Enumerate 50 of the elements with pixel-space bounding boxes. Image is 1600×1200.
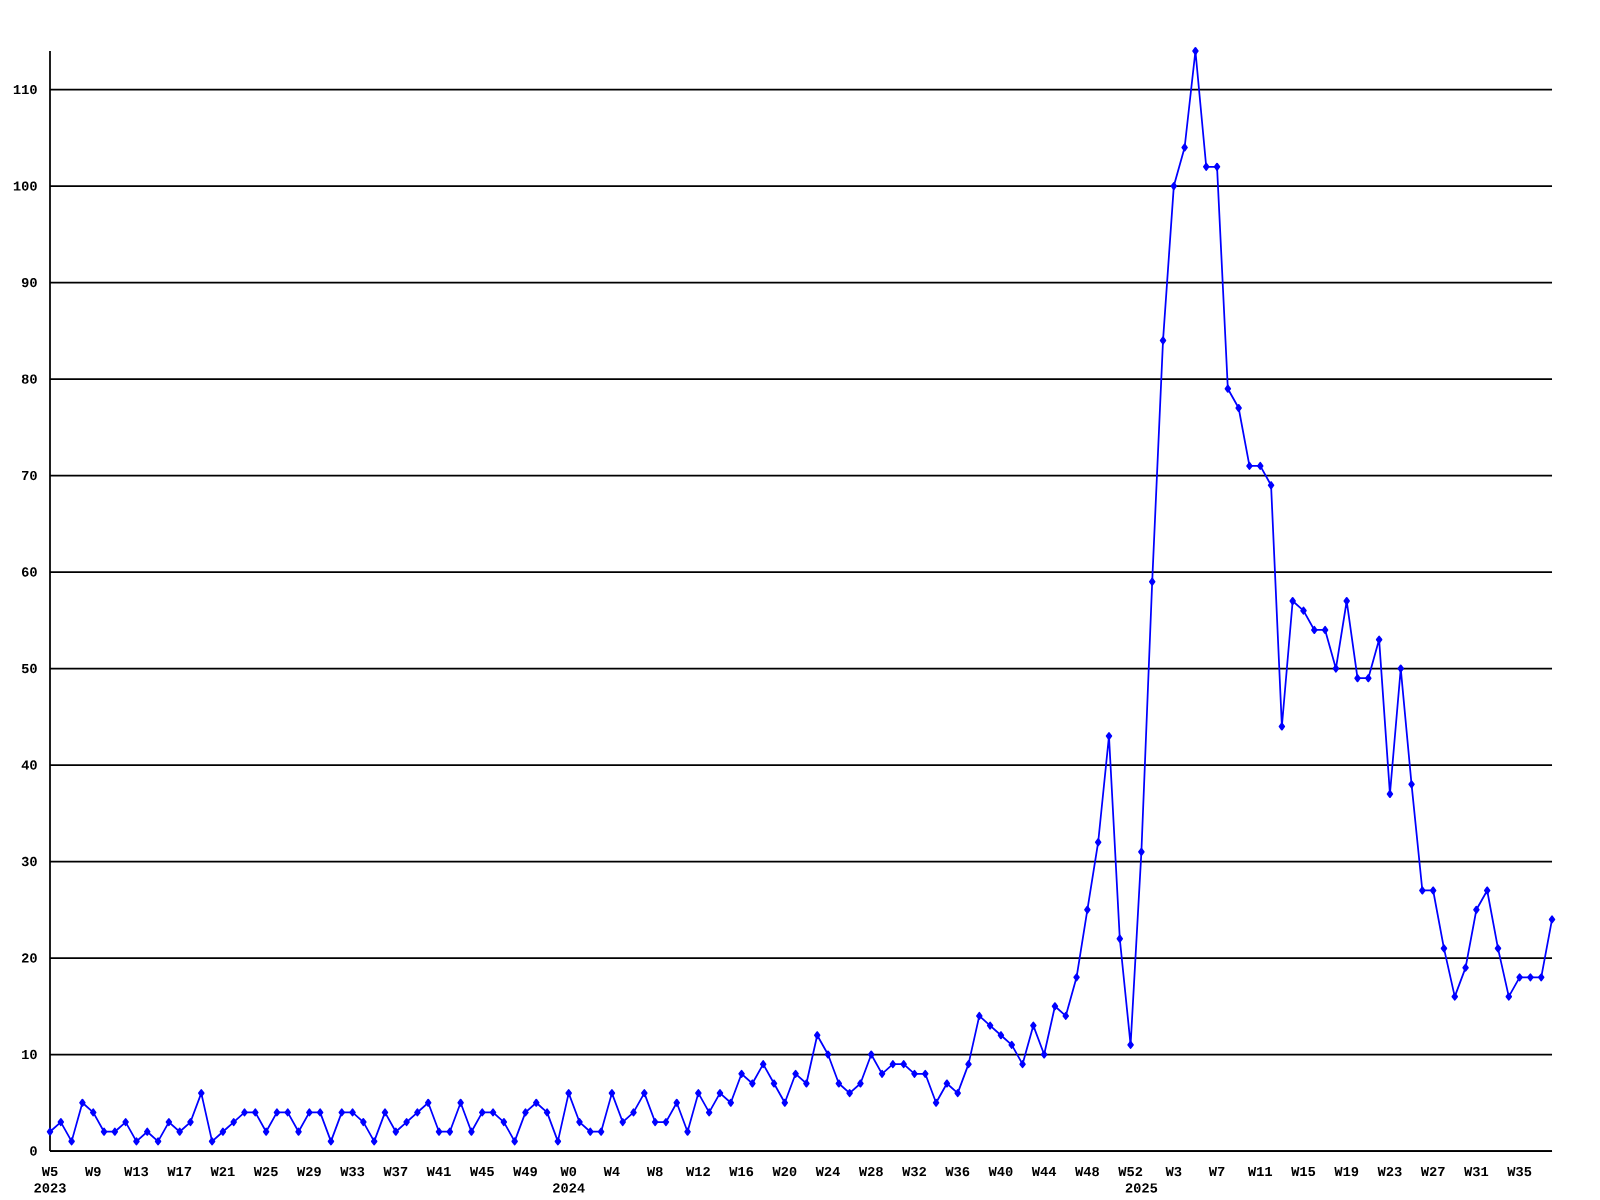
x-tick-label: W17 <box>167 1166 192 1176</box>
x-tick-label: W3 <box>1165 1166 1182 1177</box>
x-tick-label: W29 <box>297 1166 321 1177</box>
y-tick-label: 60 <box>21 567 37 577</box>
y-tick-label: 90 <box>21 277 37 288</box>
x-tick-label: W35 <box>1507 1166 1532 1177</box>
x-tick-label: W24 <box>815 1166 840 1177</box>
y-tick-label: 20 <box>21 953 37 963</box>
x-tick-label: W48 <box>1075 1166 1099 1177</box>
x-tick-label: W49 <box>513 1166 537 1177</box>
text: 2024 <box>553 1183 585 1193</box>
x-tick-label: W45 <box>469 1166 494 1177</box>
x-tick-label: W9 <box>85 1166 101 1177</box>
x-tick-label: W7 <box>1208 1166 1225 1176</box>
x-tick-label: W13 <box>124 1166 149 1177</box>
x-tick-label: W23 <box>1377 1166 1402 1177</box>
y-tick-label: 70 <box>22 470 37 481</box>
x-tick-label: W20 <box>772 1166 797 1177</box>
x-tick-label: W37 <box>383 1166 408 1177</box>
text: 2023 <box>34 1183 66 1193</box>
x-tick-label: W11 <box>1247 1166 1273 1176</box>
x-tick-label: W8 <box>646 1166 663 1177</box>
y-tick-label: 40 <box>21 760 37 770</box>
x-tick-label: W28 <box>858 1166 883 1177</box>
y-tick-label: 10 <box>22 1049 37 1060</box>
x-tick-label: W16 <box>729 1166 754 1177</box>
y-tick-label: 110 <box>13 84 37 95</box>
x-tick-label: W15 <box>1291 1166 1316 1177</box>
y-tick-label: 100 <box>13 181 37 191</box>
text: 2025 <box>1125 1183 1158 1193</box>
y-tick-label: 80 <box>21 374 37 384</box>
x-tick-label: W4 <box>603 1166 620 1176</box>
x-tick-label: W52 <box>1118 1166 1143 1177</box>
x-tick-label: W21 <box>210 1166 235 1177</box>
x-tick-label: W12 <box>686 1166 710 1177</box>
x-tick-label: W32 <box>902 1166 927 1177</box>
x-tick-label: W40 <box>988 1166 1013 1177</box>
y-tick-label: 0 <box>30 1146 37 1156</box>
x-tick-label: W5 <box>41 1166 58 1177</box>
x-tick-label: W25 <box>253 1166 278 1177</box>
x-tick-label: W0 <box>560 1166 577 1177</box>
y-tick-label: 50 <box>21 663 37 674</box>
x-tick-label: W41 <box>426 1166 451 1176</box>
x-tick-label: W33 <box>340 1166 365 1177</box>
x-tick-label: W44 <box>1031 1166 1057 1176</box>
x-tick-label: W27 <box>1420 1166 1445 1177</box>
x-tick-label: W19 <box>1334 1166 1359 1177</box>
x-tick-label: W36 <box>945 1166 970 1177</box>
y-tick-label: 30 <box>21 856 37 867</box>
x-tick-label: W31 <box>1464 1166 1489 1177</box>
